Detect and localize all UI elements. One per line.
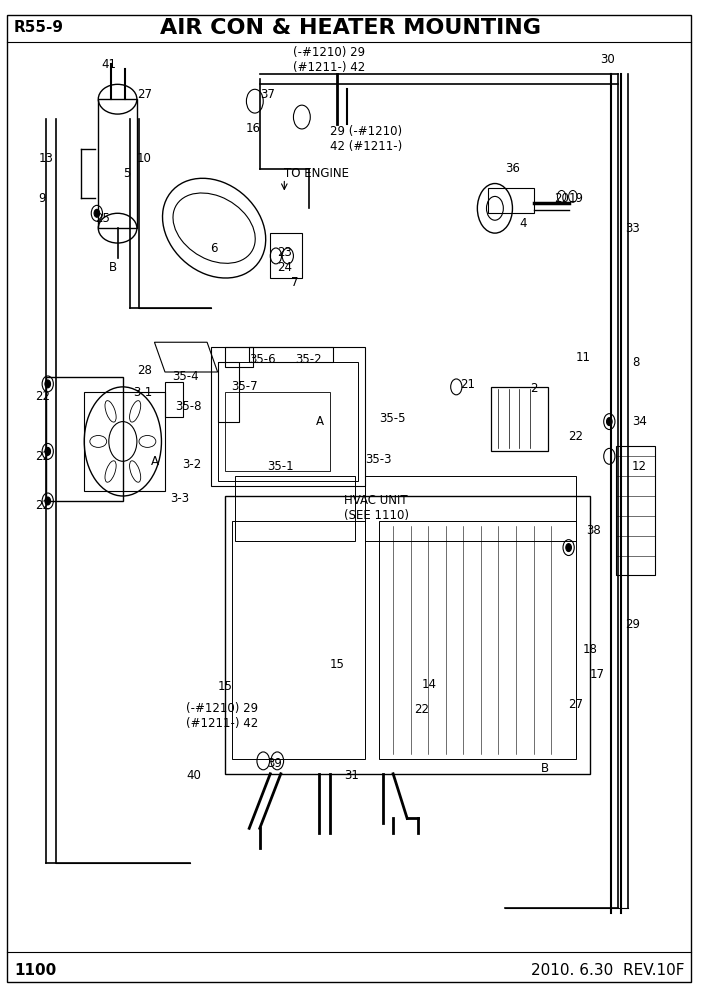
Text: 3-1: 3-1 bbox=[133, 386, 152, 400]
Text: 15: 15 bbox=[330, 658, 345, 672]
Text: 10: 10 bbox=[137, 152, 152, 166]
Text: A: A bbox=[316, 415, 324, 429]
Text: 9: 9 bbox=[39, 191, 46, 205]
Text: 24: 24 bbox=[277, 261, 292, 275]
Text: HVAC UNIT
(SEE 1110): HVAC UNIT (SEE 1110) bbox=[344, 494, 409, 522]
Text: 27: 27 bbox=[569, 697, 583, 711]
Bar bbox=[225, 347, 253, 367]
Bar bbox=[235, 476, 355, 541]
Bar bbox=[98, 99, 137, 228]
Text: 34: 34 bbox=[632, 415, 647, 429]
Text: AIR CON & HEATER MOUNTING: AIR CON & HEATER MOUNTING bbox=[161, 18, 541, 38]
Text: 22: 22 bbox=[414, 702, 429, 716]
Text: 30: 30 bbox=[600, 53, 615, 66]
Text: 35-4: 35-4 bbox=[172, 370, 199, 384]
Text: 11: 11 bbox=[576, 350, 590, 364]
Bar bbox=[270, 233, 302, 278]
Circle shape bbox=[45, 380, 51, 388]
Text: 35-7: 35-7 bbox=[232, 380, 258, 394]
Text: (-#1210) 29
(#1211-) 42: (-#1210) 29 (#1211-) 42 bbox=[186, 702, 258, 730]
Text: 36: 36 bbox=[505, 162, 520, 176]
Text: 40: 40 bbox=[186, 769, 201, 783]
Text: 16: 16 bbox=[246, 122, 260, 136]
Bar bbox=[218, 362, 358, 481]
Bar bbox=[488, 188, 534, 213]
Text: 13: 13 bbox=[39, 152, 53, 166]
Circle shape bbox=[566, 544, 571, 552]
Bar bbox=[365, 476, 576, 541]
Bar bbox=[211, 347, 365, 486]
Circle shape bbox=[607, 418, 612, 426]
Text: 22: 22 bbox=[35, 390, 50, 404]
Text: 22: 22 bbox=[569, 430, 583, 443]
Text: 41: 41 bbox=[102, 58, 117, 71]
Text: 6: 6 bbox=[211, 241, 218, 255]
Text: 2: 2 bbox=[530, 382, 538, 396]
Text: B: B bbox=[109, 261, 117, 275]
Text: 35-6: 35-6 bbox=[249, 352, 276, 366]
Bar bbox=[491, 387, 548, 451]
Text: 3-2: 3-2 bbox=[183, 457, 201, 471]
Text: A: A bbox=[151, 454, 159, 468]
Text: 28: 28 bbox=[137, 363, 152, 377]
Text: 18: 18 bbox=[583, 643, 597, 657]
Text: 15: 15 bbox=[218, 680, 232, 693]
Text: 25: 25 bbox=[95, 211, 110, 225]
Text: 12: 12 bbox=[632, 459, 647, 473]
Bar bbox=[46, 377, 123, 501]
Text: 39: 39 bbox=[267, 757, 282, 771]
Bar bbox=[165, 382, 183, 417]
Text: 29 (-#1210)
42 (#1211-): 29 (-#1210) 42 (#1211-) bbox=[330, 125, 402, 153]
Bar bbox=[232, 521, 365, 759]
Circle shape bbox=[45, 447, 51, 455]
Text: 2010. 6.30  REV.10F: 2010. 6.30 REV.10F bbox=[531, 962, 684, 978]
Text: 35-1: 35-1 bbox=[267, 459, 293, 473]
Bar bbox=[84, 392, 165, 491]
Bar bbox=[218, 362, 239, 422]
Text: 1100: 1100 bbox=[14, 962, 56, 978]
Bar bbox=[249, 347, 333, 362]
Text: 22: 22 bbox=[35, 499, 50, 513]
Text: 4: 4 bbox=[519, 216, 527, 230]
Text: B: B bbox=[541, 762, 549, 776]
Text: 5: 5 bbox=[123, 167, 131, 181]
Text: 14: 14 bbox=[421, 678, 436, 691]
Text: 35-8: 35-8 bbox=[176, 400, 202, 414]
Text: 22: 22 bbox=[35, 449, 50, 463]
Text: 38: 38 bbox=[586, 524, 601, 538]
Text: 35-5: 35-5 bbox=[379, 412, 406, 426]
Text: 31: 31 bbox=[344, 769, 359, 783]
Text: R55-9: R55-9 bbox=[14, 20, 64, 36]
Text: (-#1210) 29
(#1211-) 42: (-#1210) 29 (#1211-) 42 bbox=[293, 46, 366, 73]
Bar bbox=[225, 496, 590, 774]
Text: 3-3: 3-3 bbox=[171, 492, 190, 506]
Circle shape bbox=[45, 497, 51, 505]
Text: 21: 21 bbox=[460, 378, 475, 392]
Text: 23: 23 bbox=[277, 246, 292, 260]
Text: 27: 27 bbox=[137, 87, 152, 101]
Circle shape bbox=[94, 209, 100, 217]
Text: 7: 7 bbox=[291, 276, 299, 290]
Text: 8: 8 bbox=[632, 355, 640, 369]
Text: 19: 19 bbox=[569, 191, 583, 205]
Bar bbox=[616, 446, 655, 575]
Text: 37: 37 bbox=[260, 87, 274, 101]
Text: 17: 17 bbox=[590, 668, 604, 682]
Bar bbox=[225, 392, 330, 471]
Text: 35-3: 35-3 bbox=[365, 452, 392, 466]
Text: 33: 33 bbox=[625, 221, 640, 235]
Bar bbox=[379, 521, 576, 759]
Text: 29: 29 bbox=[625, 618, 640, 632]
Text: 20: 20 bbox=[555, 191, 569, 205]
Text: 35-2: 35-2 bbox=[295, 352, 322, 366]
Text: TO ENGINE: TO ENGINE bbox=[284, 167, 350, 181]
